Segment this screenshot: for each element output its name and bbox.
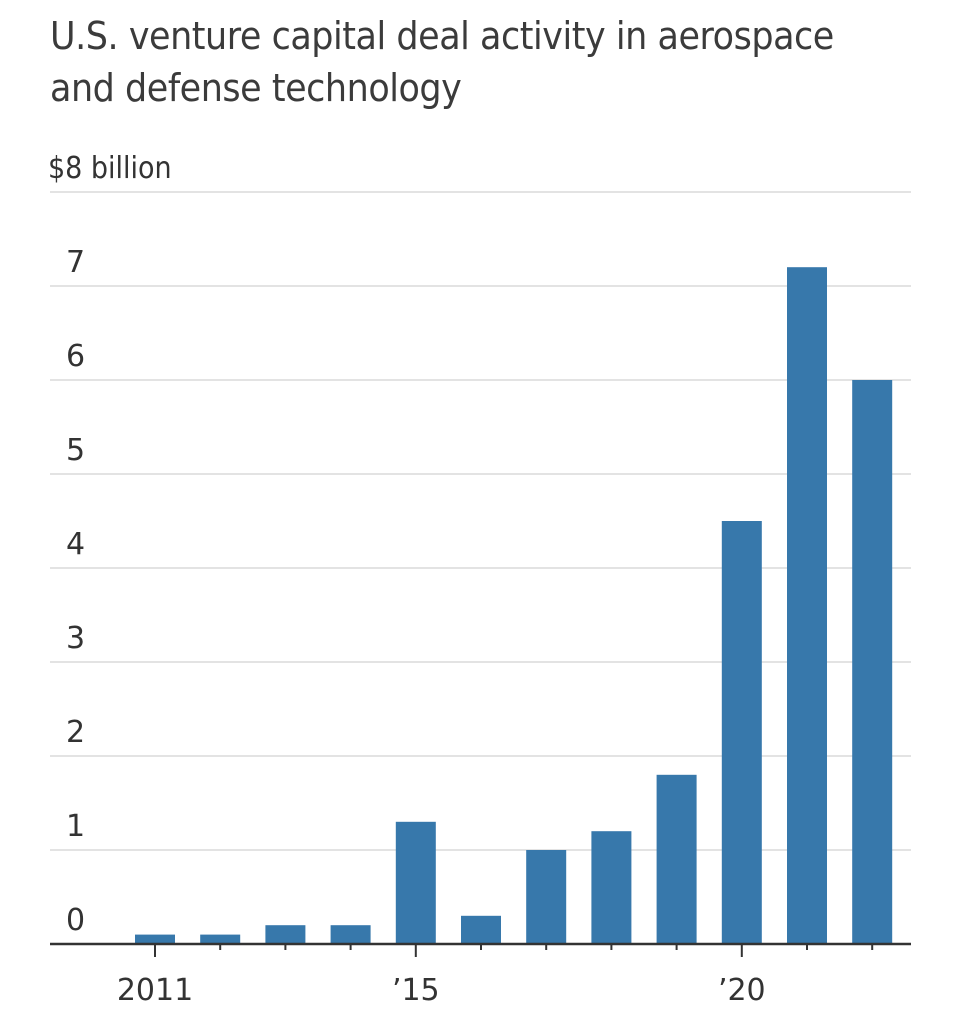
y-tick-label-7: 7: [66, 245, 85, 280]
y-tick-labels: 0 1 2 3 4 5 6 7 $8 billion: [48, 151, 172, 938]
y-tick-label-1: 1: [66, 809, 85, 844]
bars: [135, 267, 893, 944]
x-axis: [50, 942, 911, 957]
bar-2020: [721, 521, 762, 944]
y-tick-label-5: 5: [66, 433, 85, 468]
bar-2021: [787, 267, 827, 944]
bar-2012: [200, 934, 241, 944]
bar-2017: [526, 850, 567, 944]
bar-2011: [135, 934, 175, 944]
bar-2014: [330, 925, 371, 944]
bar-2015: [395, 821, 436, 944]
bar-2018: [591, 831, 632, 944]
x-tick-label-2015: ’15: [392, 973, 440, 1008]
chart-title-line-2: and defense technology: [50, 66, 462, 110]
x-tick-label-2011: 2011: [117, 973, 193, 1008]
y-tick-label-2: 2: [66, 715, 85, 750]
gridlines: [50, 191, 911, 851]
bar-2019: [656, 774, 697, 944]
y-tick-label-6: 6: [66, 339, 85, 374]
bar-2013: [265, 925, 306, 944]
y-tick-label-3: 3: [66, 621, 85, 656]
chart-title: U.S. venture capital deal activity in ae…: [50, 10, 860, 114]
x-tick-label-2020: ’20: [718, 973, 766, 1008]
y-tick-label-4: 4: [66, 527, 85, 562]
y-unit-label: $8 billion: [48, 151, 172, 186]
bar-2022: [852, 380, 893, 944]
y-tick-label-0: 0: [66, 903, 85, 938]
chart-title-line-1: U.S. venture capital deal activity in ae…: [50, 14, 834, 58]
x-tick-labels: 2011 ’15 ’20: [117, 973, 766, 1008]
bar-2016: [461, 915, 501, 944]
